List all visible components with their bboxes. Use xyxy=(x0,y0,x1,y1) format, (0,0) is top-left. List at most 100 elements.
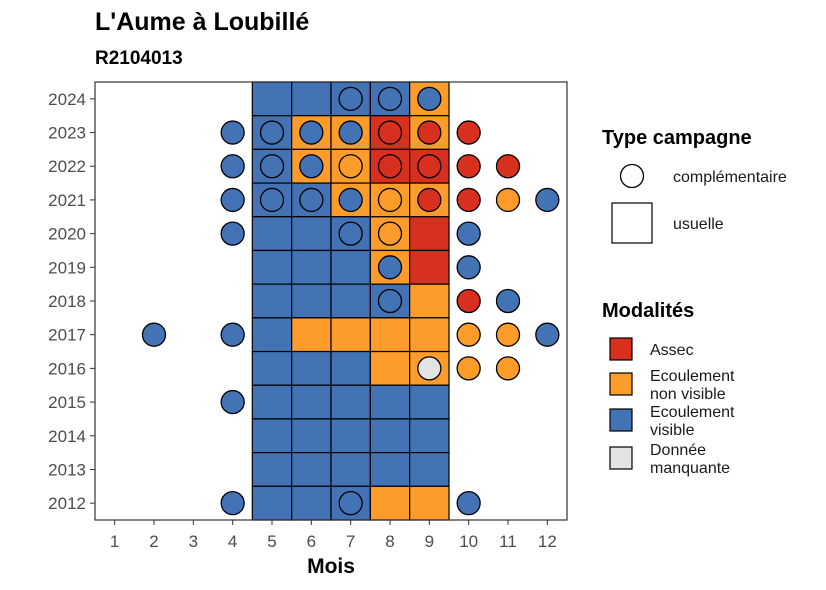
x-tick-label-3: 3 xyxy=(189,532,198,551)
point-2016-10 xyxy=(456,356,481,381)
point-2019-10 xyxy=(456,255,481,280)
point-2023-8 xyxy=(377,120,403,145)
x-tick-label-4: 4 xyxy=(228,532,237,551)
point-2020-4 xyxy=(220,221,245,246)
tile-2019-6 xyxy=(291,249,332,285)
tile-2016-5 xyxy=(251,350,293,386)
tile-2014-6 xyxy=(291,418,332,454)
point-2021-6 xyxy=(299,187,324,213)
point-2012-4 xyxy=(220,491,245,516)
point-2022-4 xyxy=(220,154,245,179)
tile-2018-6 xyxy=(291,283,332,319)
tile-2014-5 xyxy=(251,418,293,454)
y-tick-label-2016: 2016 xyxy=(48,359,86,378)
y-tick-label-2017: 2017 xyxy=(48,326,86,345)
tile-2019-7 xyxy=(330,249,371,285)
point-2024-8 xyxy=(377,86,403,111)
tile-2013-7 xyxy=(330,452,371,487)
point-2023-4 xyxy=(220,120,245,145)
point-2016-11 xyxy=(495,356,521,381)
usuelle-tiles xyxy=(251,81,450,521)
tile-2018-9 xyxy=(409,283,450,319)
tile-2015-9 xyxy=(409,384,450,420)
legend-modalites: Modalités Assec Ecoulement non visibleEcoul… xyxy=(602,300,735,477)
point-2023-6 xyxy=(299,120,324,145)
point-2017-2 xyxy=(141,322,167,347)
point-2019-8 xyxy=(377,255,403,280)
y-tick-label-2022: 2022 xyxy=(48,157,86,176)
legend-key-ecoulement-visible xyxy=(609,408,633,432)
legend-modalites-title: Modalités xyxy=(602,300,694,322)
point-2012-7 xyxy=(338,491,363,516)
legend-key-usuelle xyxy=(611,202,653,244)
point-2018-10 xyxy=(456,288,481,314)
tile-2020-6 xyxy=(291,216,332,252)
x-tick-label-9: 9 xyxy=(425,532,434,551)
y-tick-label-2014: 2014 xyxy=(48,427,86,446)
tile-2012-8 xyxy=(369,485,411,521)
point-2021-11 xyxy=(495,187,521,213)
legend-key-donnee-manquante xyxy=(609,446,633,470)
point-2021-4 xyxy=(220,187,245,213)
tile-2017-6 xyxy=(291,317,332,353)
point-2022-5 xyxy=(259,154,285,179)
tile-2015-7 xyxy=(330,384,371,420)
legend-key-complementaire xyxy=(619,163,645,189)
point-2016-9 xyxy=(417,356,442,381)
tile-2024-6 xyxy=(291,81,332,117)
legend-key-ecoulement-non-visible xyxy=(609,372,633,396)
tile-2014-8 xyxy=(369,418,411,454)
point-2017-11 xyxy=(495,322,521,347)
tile-2013-6 xyxy=(291,452,332,487)
point-2017-4 xyxy=(220,322,245,347)
point-2012-10 xyxy=(456,491,481,516)
tile-2020-5 xyxy=(251,216,293,252)
tile-2013-8 xyxy=(369,452,411,487)
tile-2016-6 xyxy=(291,350,332,386)
tile-2015-6 xyxy=(291,384,332,420)
y-tick-label-2024: 2024 xyxy=(48,90,86,109)
legend-label-donnee-manquante: Donnée manquante xyxy=(650,442,730,477)
legend-label-usuelle: usuelle xyxy=(673,216,724,233)
tile-2017-8 xyxy=(369,317,411,353)
x-axis-title: Mois xyxy=(307,555,355,578)
point-2023-10 xyxy=(456,120,481,145)
tile-2018-5 xyxy=(251,283,293,319)
point-2017-12 xyxy=(535,322,560,347)
x-tick-label-8: 8 xyxy=(385,532,394,551)
x-tick-label-5: 5 xyxy=(267,532,276,551)
point-2022-10 xyxy=(456,154,481,179)
y-tick-label-2020: 2020 xyxy=(48,225,86,244)
point-2024-9 xyxy=(417,86,442,111)
x-tick-label-1: 1 xyxy=(110,532,119,551)
tile-2012-6 xyxy=(291,485,332,521)
y-tick-label-2018: 2018 xyxy=(48,292,86,311)
tile-2013-9 xyxy=(409,452,450,487)
point-2022-7 xyxy=(338,154,363,179)
tile-2020-9 xyxy=(409,216,450,252)
tile-2018-7 xyxy=(330,283,371,319)
x-tick-label-2: 2 xyxy=(149,532,158,551)
y-tick-label-2023: 2023 xyxy=(48,124,86,143)
point-2023-9 xyxy=(417,120,442,145)
tile-2012-5 xyxy=(251,485,293,521)
tile-2012-9 xyxy=(409,485,450,521)
point-2021-9 xyxy=(417,187,442,213)
point-2018-11 xyxy=(495,288,521,314)
point-2017-10 xyxy=(456,322,481,347)
tile-2013-5 xyxy=(251,452,293,487)
point-2022-11 xyxy=(495,154,521,179)
complementaire-points xyxy=(141,86,560,516)
point-2022-8 xyxy=(377,154,403,179)
point-2021-7 xyxy=(338,187,363,213)
point-2024-7 xyxy=(338,86,363,111)
tile-2019-9 xyxy=(409,249,450,285)
legend-label-ecoulement-visible: Ecoulement visible xyxy=(650,404,735,439)
y-axis: 2012 2013 2014 2015 2016 2017 2018 2019 2020 2021… xyxy=(48,90,95,513)
point-2020-10 xyxy=(456,221,481,246)
point-2023-7 xyxy=(338,120,363,145)
point-2022-9 xyxy=(417,154,442,179)
legend-label-ecoulement-non-visible: Ecoulement non visible xyxy=(650,368,735,403)
point-2021-10 xyxy=(456,187,481,213)
tile-2016-8 xyxy=(369,350,411,386)
